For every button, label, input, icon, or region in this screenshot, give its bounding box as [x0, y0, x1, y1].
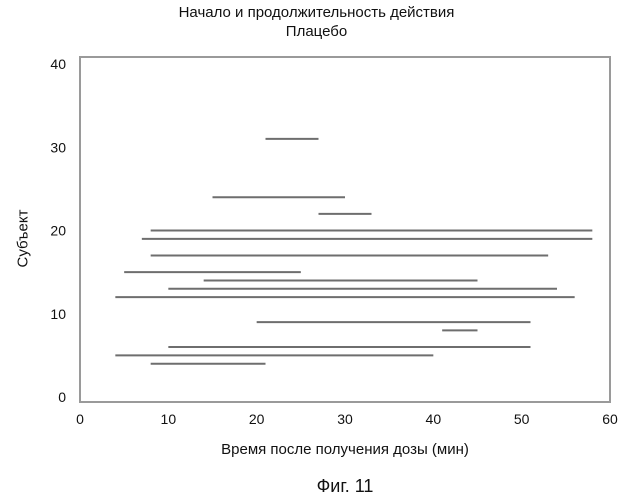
chart-subtitle: Плацебо — [285, 23, 348, 40]
x-tick-label: 0 — [76, 411, 84, 427]
y-tick-label: 0 — [58, 389, 66, 405]
y-tick-label: 30 — [50, 139, 66, 155]
x-tick-label: 60 — [602, 411, 618, 427]
x-tick-label: 20 — [249, 411, 265, 427]
x-tick-label: 50 — [514, 411, 530, 427]
y-axis-label: Субъект — [14, 209, 32, 268]
x-axis-label: Время после получения дозы (мин) — [221, 441, 469, 458]
duration-bars — [115, 137, 593, 365]
plot-frame — [79, 56, 611, 403]
chart-canvas: 0 10 20 30 40 50 60 0 10 20 30 40 — [50, 56, 618, 427]
x-axis-ticks: 0 10 20 30 40 50 60 — [76, 411, 618, 427]
y-tick-label: 40 — [50, 56, 66, 72]
x-tick-label: 40 — [426, 411, 442, 427]
y-tick-label: 10 — [50, 306, 66, 322]
figure-caption: Фиг. 11 — [316, 476, 374, 496]
y-axis-ticks: 0 10 20 30 40 — [50, 56, 66, 405]
chart-title: Начало и продолжительность действия — [178, 4, 455, 21]
y-tick-label: 20 — [50, 223, 66, 239]
x-tick-label: 10 — [161, 411, 177, 427]
x-tick-label: 30 — [337, 411, 353, 427]
